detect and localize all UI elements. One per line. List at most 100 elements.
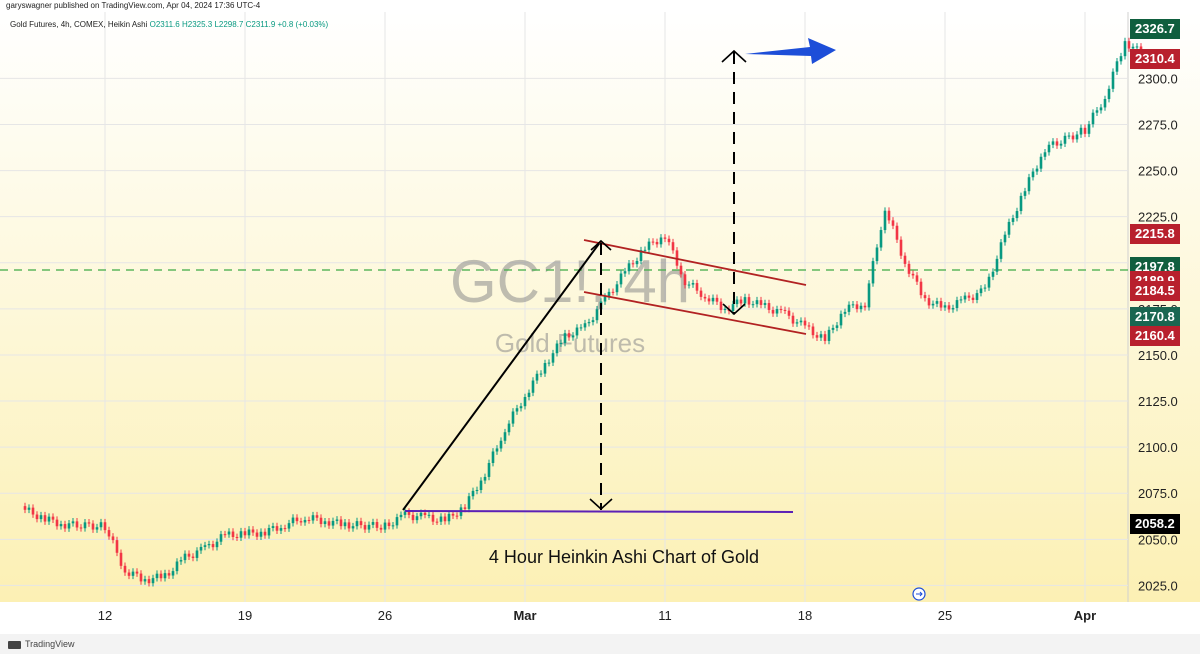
support-line[interactable] — [404, 510, 794, 513]
candle-body — [815, 335, 819, 338]
candle-body — [595, 309, 599, 321]
candle-body — [147, 579, 151, 584]
candle-body — [871, 261, 875, 284]
candle-body — [423, 512, 427, 515]
candle-body — [627, 263, 631, 272]
candle-body — [1099, 107, 1103, 111]
candle-body — [935, 301, 939, 304]
candle-body — [823, 334, 827, 341]
y-tick-label: 2075.0 — [1138, 486, 1178, 501]
candle-body — [399, 514, 403, 518]
candle-body — [155, 573, 159, 579]
candle-body — [427, 514, 431, 516]
candle-body — [431, 514, 435, 522]
trend-line[interactable] — [402, 240, 602, 511]
candle-body — [203, 545, 207, 547]
candle-body — [1063, 135, 1067, 144]
candle-body — [1075, 134, 1079, 140]
candle-body — [683, 274, 687, 286]
candle-body — [255, 532, 259, 537]
channel-upper-line[interactable] — [583, 239, 807, 286]
candle-body — [1115, 61, 1119, 72]
price-label: 2310.4 — [1130, 49, 1180, 70]
candle-body — [591, 320, 595, 323]
candle-body — [111, 536, 115, 541]
candle-body — [983, 287, 987, 289]
candle-body — [1027, 177, 1031, 192]
candles — [23, 37, 1143, 587]
candle-body — [699, 290, 703, 297]
candle-body — [151, 578, 155, 584]
candle-body — [71, 521, 75, 524]
candle-body — [539, 373, 543, 375]
candle-body — [119, 552, 123, 566]
candle-body — [751, 304, 755, 306]
y-tick-label: 2250.0 — [1138, 164, 1178, 179]
candle-body — [479, 480, 483, 490]
candle-body — [619, 273, 623, 285]
candle-body — [331, 520, 335, 526]
candle-body — [339, 519, 343, 527]
candle-body — [271, 526, 275, 528]
target-arrow-icon[interactable] — [745, 38, 836, 64]
x-tick-label: 26 — [378, 608, 392, 623]
x-tick-label: 19 — [238, 608, 252, 623]
candle-body — [747, 297, 751, 305]
candle-body — [1007, 221, 1011, 235]
ohlc-change: +0.8 (+0.03%) — [277, 20, 329, 29]
goto-realtime-icon[interactable] — [912, 587, 926, 601]
candle-body — [1055, 141, 1059, 146]
candle-body — [659, 237, 663, 245]
candle-body — [755, 300, 759, 305]
candle-body — [855, 304, 859, 310]
candle-body — [967, 295, 971, 298]
candle-body — [811, 326, 815, 336]
candle-body — [1035, 168, 1039, 172]
candle-body — [899, 239, 903, 256]
candle-body — [695, 283, 699, 291]
candle-body — [799, 320, 803, 323]
candle-body — [559, 342, 563, 344]
candle-body — [135, 571, 139, 574]
watermark-name: Gold Futures — [495, 328, 645, 358]
candle-body — [919, 281, 923, 296]
candle-body — [583, 323, 587, 328]
candle-body — [547, 362, 551, 364]
candle-body — [27, 507, 31, 510]
time-axis-background — [0, 602, 1200, 634]
candle-body — [47, 516, 51, 522]
y-tick-label: 2125.0 — [1138, 394, 1178, 409]
symbol-info[interactable]: Gold Futures, 4h, COMEX, Heikin Ashi O23… — [10, 20, 328, 29]
candle-body — [687, 284, 691, 286]
candle-body — [303, 519, 307, 523]
channel-lower-line[interactable] — [583, 291, 807, 335]
candle-body — [75, 521, 79, 528]
candle-body — [959, 299, 963, 301]
candle-body — [1131, 46, 1135, 49]
candle-body — [143, 579, 147, 582]
candle-body — [1067, 135, 1071, 137]
candle-body — [451, 513, 455, 516]
candle-body — [299, 521, 303, 523]
candle-body — [1127, 41, 1131, 49]
candle-body — [775, 309, 779, 314]
candle-body — [1071, 135, 1075, 140]
candle-body — [363, 525, 367, 530]
candle-body — [259, 531, 263, 537]
candle-body — [199, 546, 203, 551]
candle-body — [379, 527, 383, 530]
candle-body — [1123, 41, 1127, 57]
candle-body — [819, 334, 823, 338]
x-tick-label: 25 — [938, 608, 952, 623]
symbol-description: Gold Futures, 4h, COMEX, Heikin Ashi — [10, 20, 148, 29]
chart-annotation: 4 Hour Heinkin Ashi Chart of Gold — [489, 547, 759, 567]
candle-body — [67, 523, 71, 529]
candle-body — [103, 522, 107, 531]
candle-body — [667, 238, 671, 243]
candle-body — [779, 309, 783, 311]
x-tick-label: 11 — [658, 608, 672, 623]
candle-body — [495, 448, 499, 452]
candle-body — [167, 573, 171, 576]
candle-body — [407, 511, 411, 515]
